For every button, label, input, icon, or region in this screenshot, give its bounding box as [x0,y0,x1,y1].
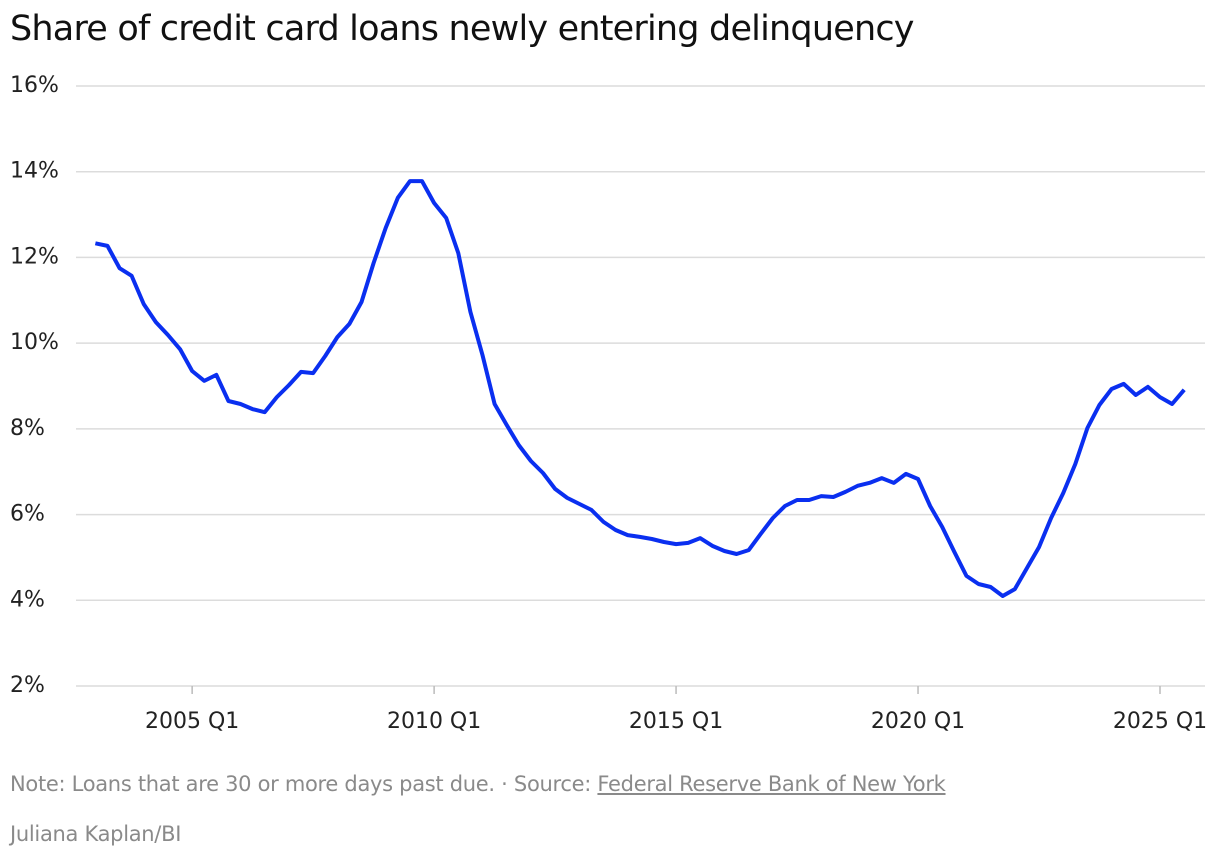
chart: Share of credit card loans newly enterin… [10,9,1207,734]
x-tick-label: 2015 Q1 [629,709,723,734]
y-tick-label: 10% [10,330,59,355]
source-prefix: Source: [513,772,592,796]
data-line [94,179,1186,598]
footnote: Note: Loans that are 30 or more days pas… [10,772,946,796]
y-tick-label: 6% [10,502,45,527]
y-tick-label: 2% [10,673,45,698]
x-tick-label: 2020 Q1 [871,709,965,734]
x-tick-label: 2010 Q1 [387,709,481,734]
y-tick-label: 12% [10,244,59,269]
y-tick-label: 8% [10,416,45,441]
x-tick-label: 2005 Q1 [145,709,239,734]
y-tick-label: 14% [10,159,59,184]
source-link[interactable]: Federal Reserve Bank of New York [597,772,946,796]
y-tick-label: 16% [10,73,59,98]
note: Note: Loans that are 30 or more days pas… [10,772,495,796]
x-tick-label: 2025 Q1 [1113,709,1207,734]
y-tick-label: 4% [10,587,45,612]
separator: · [501,772,508,796]
credit: Juliana Kaplan/BI [10,822,182,846]
chart-title: Share of credit card loans newly enterin… [10,9,914,49]
